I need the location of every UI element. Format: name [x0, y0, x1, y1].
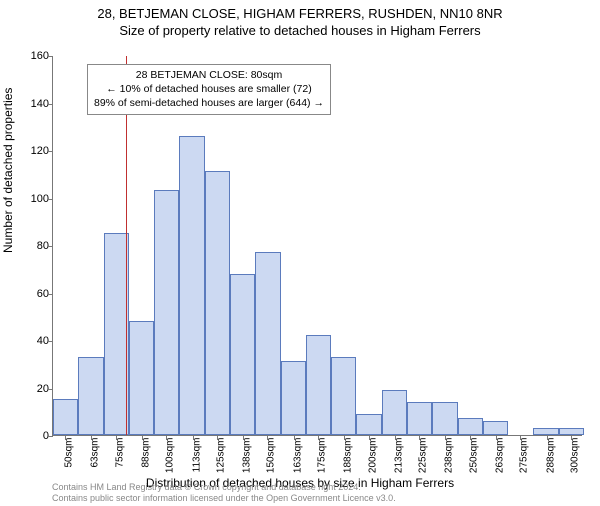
y-tick-mark — [48, 56, 53, 57]
x-tick-label: 238sqm — [444, 438, 455, 474]
histogram-bar — [483, 421, 508, 435]
x-tick-label: 138sqm — [242, 438, 253, 474]
y-axis-label: Number of detached properties — [1, 88, 15, 253]
y-tick-mark — [48, 341, 53, 342]
histogram-bar — [281, 361, 306, 435]
x-tick-label: 300sqm — [569, 438, 580, 474]
histogram-bar — [559, 428, 584, 435]
y-tick-label: 20 — [21, 383, 49, 395]
histogram-bar — [179, 136, 204, 435]
x-tick-label: 200sqm — [367, 438, 378, 474]
x-tick-label: 50sqm — [64, 438, 75, 468]
histogram-bar — [78, 357, 103, 435]
x-tick-label: 263sqm — [495, 438, 506, 474]
y-tick-mark — [48, 246, 53, 247]
y-tick-mark — [48, 151, 53, 152]
histogram-bar — [230, 274, 255, 436]
x-tick-label: 188sqm — [343, 438, 354, 474]
annotation-line1: 28 BETJEMAN CLOSE: 80sqm — [94, 68, 324, 82]
y-tick-label: 140 — [21, 98, 49, 110]
x-tick-label: 63sqm — [90, 438, 101, 468]
histogram-bar — [53, 399, 78, 435]
x-tick-label: 225sqm — [418, 438, 429, 474]
histogram-bar — [458, 418, 483, 435]
x-tick-label: 275sqm — [519, 438, 530, 474]
histogram-bar — [205, 171, 230, 435]
footer-line1: Contains HM Land Registry data © Crown c… — [52, 482, 396, 493]
footer-attribution: Contains HM Land Registry data © Crown c… — [52, 482, 396, 504]
histogram-bar — [255, 252, 280, 435]
footer-line2: Contains public sector information licen… — [52, 493, 396, 504]
histogram-bar — [356, 414, 381, 435]
annotation-line3: 89% of semi-detached houses are larger (… — [94, 96, 324, 110]
y-tick-label: 40 — [21, 335, 49, 347]
y-tick-mark — [48, 389, 53, 390]
x-tick-label: 125sqm — [215, 438, 226, 474]
histogram-bar — [154, 190, 179, 435]
x-tick-label: 88sqm — [141, 438, 152, 468]
x-tick-label: 100sqm — [165, 438, 176, 474]
histogram-bar — [533, 428, 558, 435]
histogram-bar — [407, 402, 432, 435]
x-tick-label: 75sqm — [114, 438, 125, 468]
annotation-box: 28 BETJEMAN CLOSE: 80sqm ← 10% of detach… — [87, 64, 331, 115]
y-tick-mark — [48, 199, 53, 200]
histogram-bar — [129, 321, 154, 435]
x-tick-label: 250sqm — [468, 438, 479, 474]
histogram-bar — [306, 335, 331, 435]
annotation-line2: ← 10% of detached houses are smaller (72… — [94, 82, 324, 96]
x-tick-label: 113sqm — [191, 438, 202, 473]
y-tick-mark — [48, 104, 53, 105]
y-tick-mark — [48, 436, 53, 437]
histogram-bar — [382, 390, 407, 435]
x-tick-label: 163sqm — [292, 438, 303, 474]
y-tick-label: 80 — [21, 240, 49, 252]
x-tick-label: 213sqm — [393, 438, 404, 474]
y-tick-label: 60 — [21, 288, 49, 300]
x-tick-label: 288sqm — [545, 438, 556, 474]
y-tick-mark — [48, 294, 53, 295]
x-tick-label: 150sqm — [266, 438, 277, 474]
histogram-bar — [331, 357, 356, 435]
chart-area: 02040608010012014016050sqm63sqm75sqm88sq… — [52, 56, 582, 436]
y-tick-label: 120 — [21, 145, 49, 157]
chart-title-desc: Size of property relative to detached ho… — [0, 23, 600, 38]
x-tick-label: 175sqm — [317, 438, 328, 474]
chart-title-address: 28, BETJEMAN CLOSE, HIGHAM FERRERS, RUSH… — [0, 6, 600, 21]
histogram-bar — [432, 402, 457, 435]
y-tick-label: 100 — [21, 193, 49, 205]
y-tick-label: 0 — [21, 430, 49, 442]
y-tick-label: 160 — [21, 50, 49, 62]
